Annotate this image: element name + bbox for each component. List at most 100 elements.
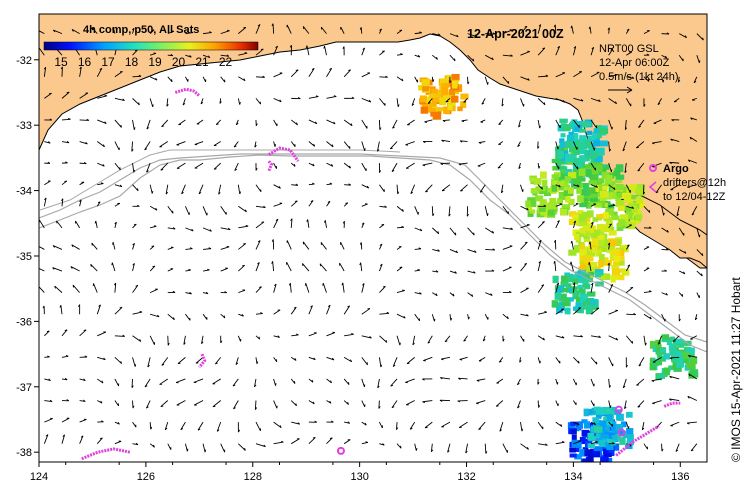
current-vector [290,218,293,228]
sst-pixel [422,84,430,92]
current-vector [238,243,247,250]
current-vector [132,284,139,293]
current-vector [61,91,70,99]
sst-pixel [592,162,599,167]
current-vector [114,141,120,151]
sst-pixel [586,291,596,297]
current-vector [114,440,122,445]
sst-pixel [599,140,608,147]
current-vector [114,306,123,315]
current-vector [501,98,504,107]
current-vector [520,443,529,450]
current-vector [590,162,597,171]
sst-pixel [578,288,586,294]
current-vector [61,117,71,121]
current-vector [432,33,441,36]
current-vector [467,227,475,236]
sst-pixel [595,407,605,415]
current-vector [290,200,298,207]
current-vector [233,141,239,148]
current-vector [79,355,88,358]
current-vector [379,311,390,315]
current-vector [480,119,486,123]
sst-pixel [594,165,603,172]
sst-pixel [527,197,536,204]
sst-pixel [558,293,567,302]
sst-pixel [581,211,591,218]
sst-pixel [625,207,632,212]
current-vector [590,440,598,445]
sst-pixel [584,273,590,281]
sst-pixel [611,264,620,270]
current-vector [193,378,204,384]
sst-pixel [595,249,603,257]
current-vector [396,98,400,108]
sst-pixel [617,192,626,198]
sst-pixel [589,195,598,202]
current-vector [626,224,632,229]
sst-pixel [688,371,695,379]
current-vector [495,400,504,407]
x-tick-label: 136 [671,471,689,483]
current-vector [291,97,301,100]
sst-pixel [678,343,685,348]
current-vector [201,335,204,345]
argo-track [198,353,207,369]
current-vector [379,75,388,78]
sst-pixel [629,213,639,218]
current-vector [319,263,327,272]
current-vector [538,311,547,315]
sst-pixel [611,423,617,432]
sst-pixel [428,93,436,98]
current-vector [459,356,468,361]
sst-pixel [583,259,591,267]
current-vector [572,378,577,386]
sst-pixel [460,93,469,100]
sst-pixel [557,124,567,132]
sst-pixel [610,184,618,191]
current-vector [537,421,544,430]
current-vector [326,304,331,315]
current-vector [59,305,63,315]
sst-pixel [579,448,587,457]
current-vector [590,378,595,387]
sst-pixel [606,457,613,462]
sst-pixel [596,130,602,139]
current-vector [661,292,668,296]
current-vector [114,119,122,128]
argo-track [615,424,660,457]
current-vector [405,378,415,384]
current-vector [185,247,193,250]
current-vector [608,400,612,408]
current-vector [326,437,333,445]
current-vector [407,119,415,126]
sst-pixel [596,412,602,419]
sst-pixel [668,343,677,351]
sst-pixel [623,430,633,439]
sst-pixel [583,230,591,237]
current-vector [238,205,247,213]
current-vector [361,308,371,315]
sst-pixel [598,259,604,268]
sst-pixel [575,231,584,238]
sst-pixel [579,177,586,182]
current-vector [499,421,504,432]
current-vector [555,308,565,315]
sst-pixel [547,187,553,193]
current-vector [537,119,541,129]
sst-pixel [427,102,437,110]
current-vector [608,223,613,229]
current-vector [232,378,239,387]
sst-pixel [602,185,608,191]
current-vector [555,441,565,445]
sst-pixel [589,243,599,251]
current-vector [686,421,697,425]
current-vector [688,373,698,380]
current-vector [449,227,457,236]
current-vector [537,221,545,229]
current-vector [255,357,259,364]
sst-pixel [587,455,594,462]
sst-pixel [573,133,579,142]
current-vector [326,162,334,167]
current-vector [478,356,486,362]
